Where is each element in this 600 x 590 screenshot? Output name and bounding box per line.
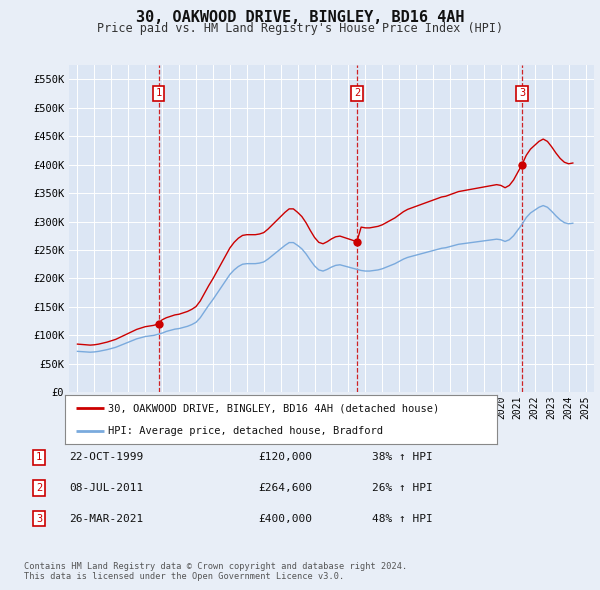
Text: 30, OAKWOOD DRIVE, BINGLEY, BD16 4AH: 30, OAKWOOD DRIVE, BINGLEY, BD16 4AH: [136, 10, 464, 25]
Text: 3: 3: [519, 88, 525, 99]
Text: HPI: Average price, detached house, Bradford: HPI: Average price, detached house, Brad…: [108, 425, 383, 435]
Text: 38% ↑ HPI: 38% ↑ HPI: [372, 453, 433, 462]
Text: 08-JUL-2011: 08-JUL-2011: [69, 483, 143, 493]
Text: 48% ↑ HPI: 48% ↑ HPI: [372, 514, 433, 523]
Text: 22-OCT-1999: 22-OCT-1999: [69, 453, 143, 462]
Text: £120,000: £120,000: [258, 453, 312, 462]
Text: 1: 1: [155, 88, 162, 99]
Text: 2: 2: [36, 483, 42, 493]
Text: 26% ↑ HPI: 26% ↑ HPI: [372, 483, 433, 493]
Text: 26-MAR-2021: 26-MAR-2021: [69, 514, 143, 523]
Text: £264,600: £264,600: [258, 483, 312, 493]
Text: Contains HM Land Registry data © Crown copyright and database right 2024.
This d: Contains HM Land Registry data © Crown c…: [24, 562, 407, 581]
Text: Price paid vs. HM Land Registry's House Price Index (HPI): Price paid vs. HM Land Registry's House …: [97, 22, 503, 35]
Text: 1: 1: [36, 453, 42, 462]
Text: £400,000: £400,000: [258, 514, 312, 523]
Text: 30, OAKWOOD DRIVE, BINGLEY, BD16 4AH (detached house): 30, OAKWOOD DRIVE, BINGLEY, BD16 4AH (de…: [108, 404, 439, 414]
Text: 3: 3: [36, 514, 42, 523]
Text: 2: 2: [354, 88, 360, 99]
